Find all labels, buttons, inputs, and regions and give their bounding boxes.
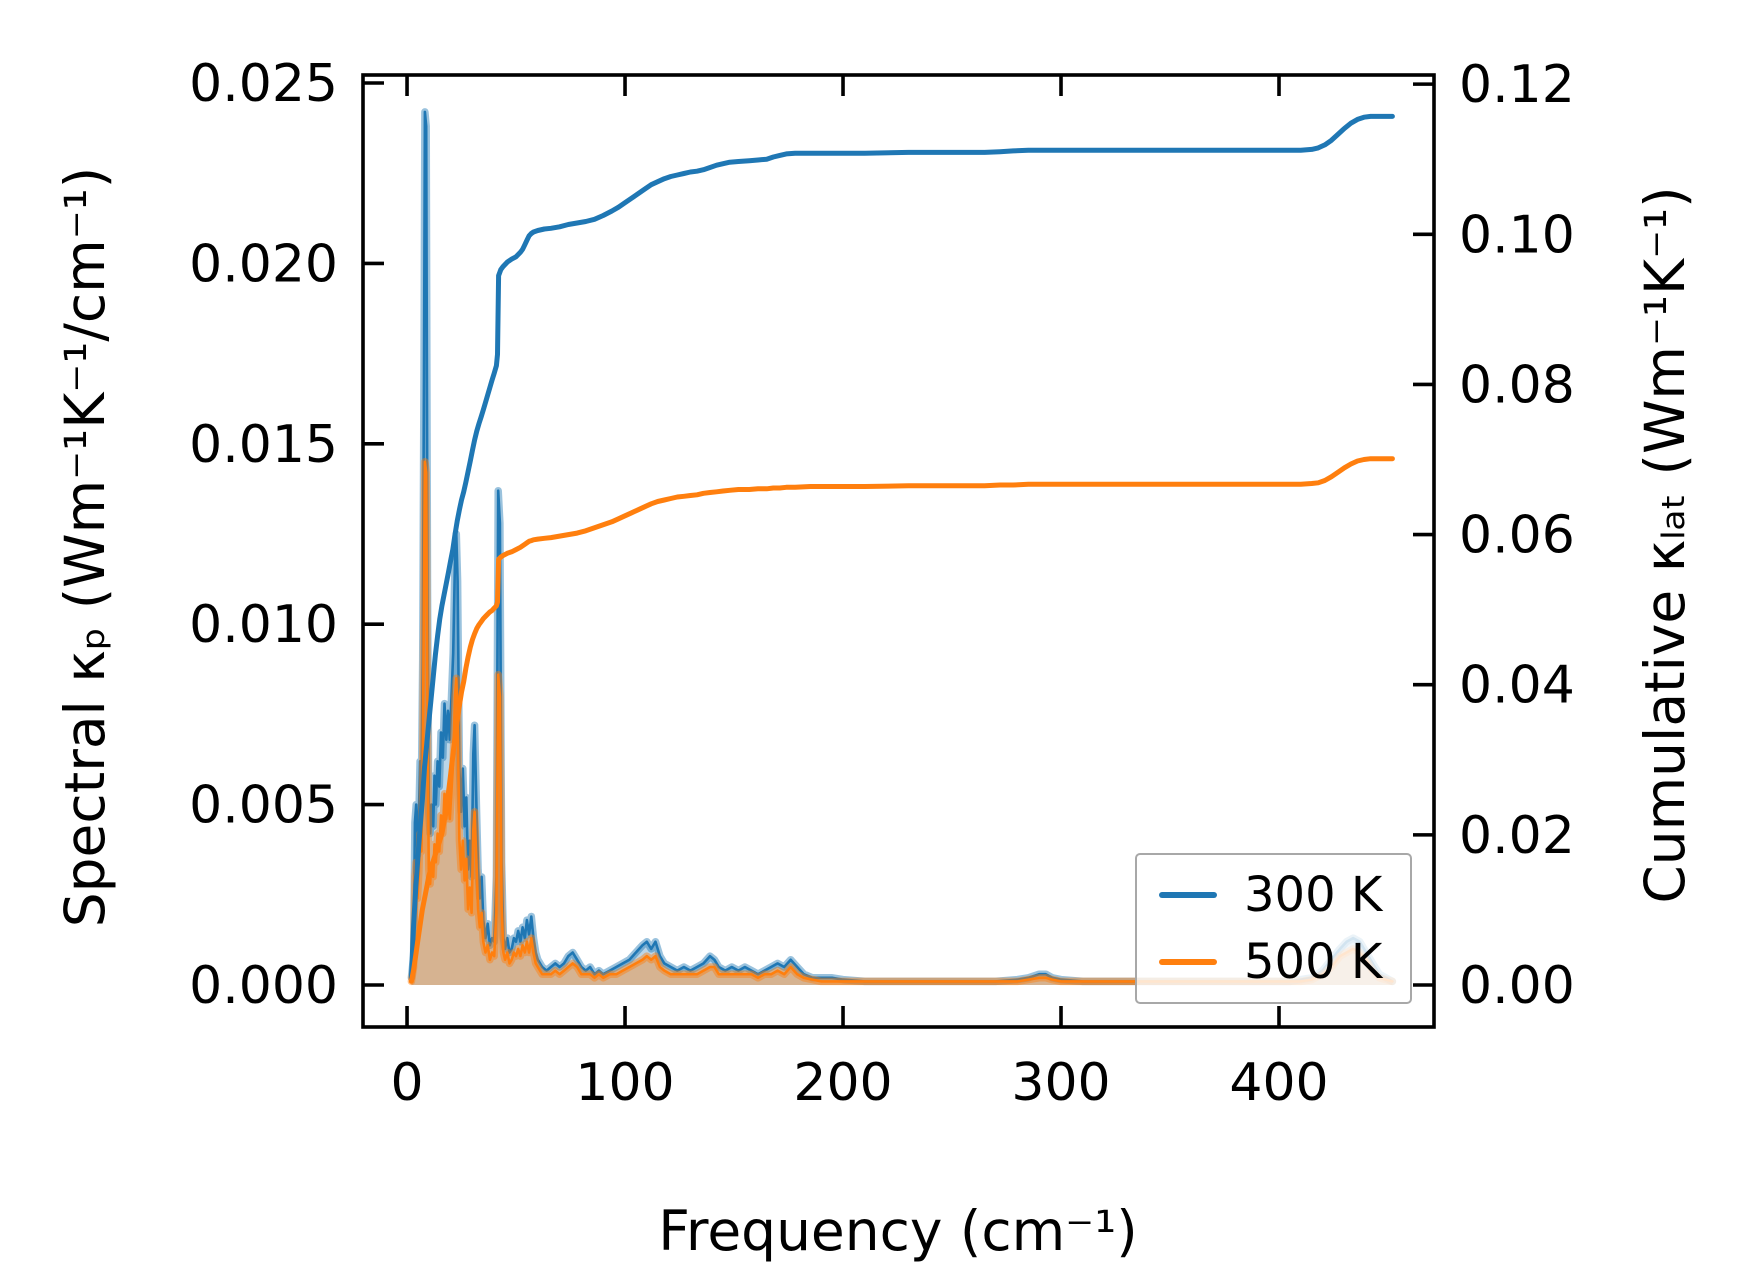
y-right-tick-label: 0.10 [1459,205,1575,265]
y-left-tick-label: 0.005 [189,776,338,836]
y-left-tick-label: 0.025 [189,54,338,114]
legend-line-500k-swatch [1159,959,1217,966]
legend-line-300k-swatch [1159,891,1217,898]
spectral_300K-halo [407,108,1397,986]
x-tick-label: 100 [575,1053,674,1113]
x-tick-label: 200 [793,1053,892,1113]
y-left-tick-label: 0.020 [189,234,338,294]
cumulative_300K-line [408,113,1395,980]
y-right-tick-label: 0.02 [1459,806,1575,866]
y-left-tick-label: 0.015 [189,415,338,475]
y-right-tick-label: 0.08 [1459,355,1575,415]
spectral_300K-line [410,110,1394,983]
y-right-tick-label: 0.00 [1459,956,1575,1016]
cumulative_500K-line [408,456,1395,984]
legend-entry-500k: 500 K [1159,938,1410,986]
y-right-tick-label: 0.12 [1459,55,1575,115]
y-left-tick-label: 0.010 [189,595,338,655]
spectral_500K-line [410,460,1394,983]
x-tick-label: 400 [1229,1053,1328,1113]
y-right-tick-label: 0.04 [1459,656,1575,716]
legend-entry-300k: 300 K [1159,871,1410,919]
y-left-tick-label: 0.000 [189,956,338,1016]
axes-spines [361,73,1436,1029]
y-right-tick-label: 0.06 [1459,506,1575,566]
legend-label-500k: 500 K [1244,934,1383,991]
x-tick-label: 0 [390,1053,423,1113]
legend: 300 K 500 K [1135,853,1412,1004]
legend-label-300k: 300 K [1244,866,1383,923]
x-tick-label: 300 [1011,1053,1110,1113]
